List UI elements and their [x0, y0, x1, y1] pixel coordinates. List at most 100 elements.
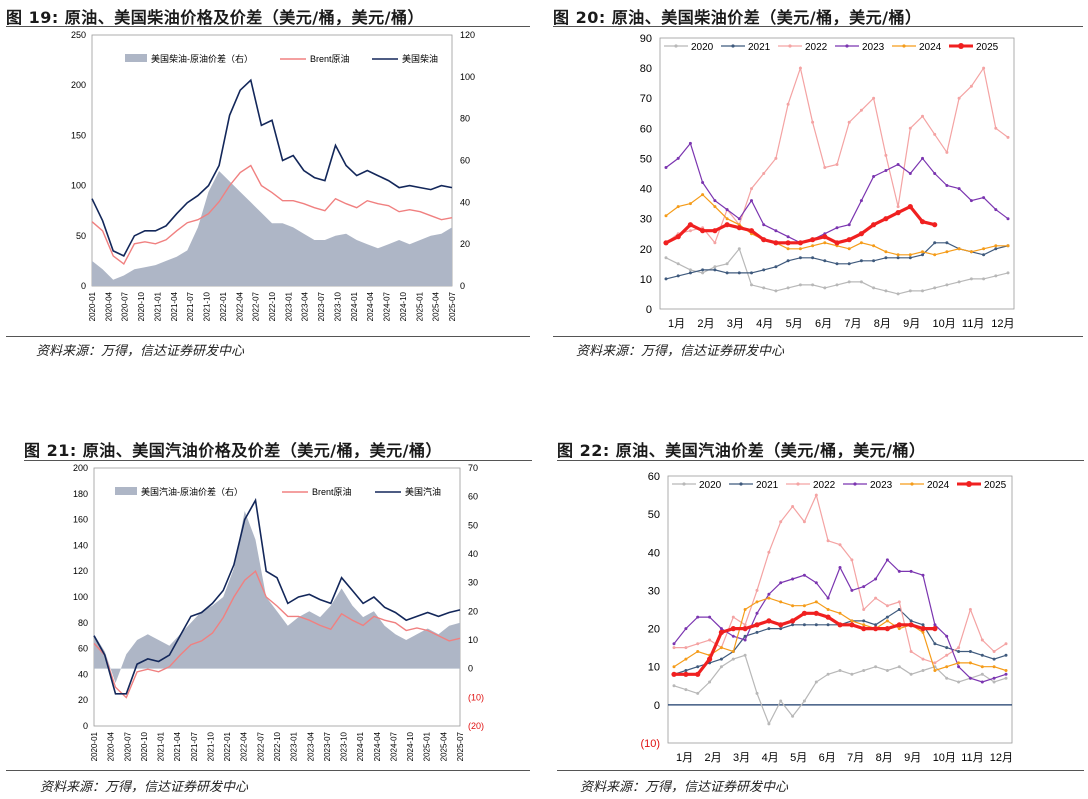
data-point-2024	[862, 623, 866, 627]
data-point-2021	[676, 274, 680, 278]
data-point-2022	[982, 66, 986, 70]
y2-tick-label: 100	[460, 72, 475, 82]
data-point-2020	[897, 665, 901, 669]
x-tick-label: 6月	[815, 318, 832, 330]
x-tick-label: 2020-04	[104, 291, 113, 321]
y2-tick-label: 20	[460, 239, 470, 249]
data-point-2021	[862, 619, 866, 623]
data-point-2021	[908, 256, 912, 260]
data-point-2021	[814, 623, 818, 627]
y-tick-label: 30	[640, 214, 652, 226]
plot-frame	[93, 467, 461, 727]
data-point-2025	[700, 228, 706, 234]
legend-label: 2023	[862, 42, 885, 53]
data-point-2022	[885, 604, 889, 608]
data-point-2020	[982, 277, 986, 281]
y-tick-label: 100	[71, 181, 86, 191]
data-point-2024	[847, 247, 851, 251]
y-tick-label: 100	[73, 592, 88, 602]
x-tick-label: 2022-10	[273, 731, 282, 761]
x-tick-label: 3月	[727, 318, 744, 330]
data-point-2025	[778, 622, 784, 628]
data-point-2021	[980, 653, 984, 657]
data-point-2022	[774, 156, 778, 160]
data-point-2024	[684, 657, 688, 661]
data-point-2021	[688, 271, 692, 275]
x-tick-label: 2023-07	[317, 291, 326, 321]
data-point-2024	[933, 253, 937, 257]
data-point-2020	[835, 283, 839, 287]
data-point-2023	[847, 223, 851, 227]
data-point-2024	[814, 600, 818, 604]
x-tick-label: 9月	[904, 752, 921, 764]
data-point-2024	[982, 247, 986, 251]
data-point-2021	[802, 623, 806, 627]
data-point-2022	[750, 187, 753, 191]
x-tick-label: 2022-01	[223, 731, 232, 761]
data-point-2023	[750, 199, 753, 203]
data-point-2020	[908, 289, 912, 293]
data-point-2024	[798, 247, 802, 251]
legend-marker	[682, 482, 686, 486]
legend-label: 美国汽油	[405, 486, 441, 497]
x-tick-label: 5月	[786, 318, 803, 330]
x-tick-label: 5月	[790, 752, 807, 764]
data-point-2025	[742, 626, 748, 632]
data-point-2021	[737, 271, 741, 275]
data-point-2023	[1006, 217, 1010, 221]
data-point-2021	[992, 657, 996, 661]
y2-tick-label: 80	[460, 114, 470, 124]
data-point-2024	[994, 244, 998, 248]
chart-title-fig19: 图 19: 原油、美国柴油价格及价差（美元/桶，美元/桶）	[6, 8, 424, 27]
chart-fig21: 0 20 40 60 80 100 120 140 160 180 200 (20) (10) 0 10 20…	[73, 463, 484, 761]
data-point-2020	[798, 283, 802, 287]
data-point-2020	[957, 680, 961, 684]
data-point-2023	[933, 623, 937, 627]
data-point-2023	[786, 235, 790, 239]
data-point-2025	[858, 231, 864, 237]
data-point-2020	[696, 691, 700, 695]
data-point-2020	[708, 680, 712, 684]
data-point-2021	[847, 262, 851, 266]
data-point-2020	[826, 672, 830, 676]
data-point-2024	[897, 627, 901, 631]
data-point-2023	[994, 208, 998, 212]
y-tick-label: 150	[71, 130, 86, 140]
product-line	[91, 78, 453, 257]
y-tick-label: 80	[78, 618, 88, 628]
data-point-2022	[823, 166, 827, 169]
y2-tick-label: 0	[460, 281, 465, 291]
x-tick-label: 2020-10	[140, 731, 149, 761]
data-point-2024	[791, 604, 795, 608]
data-point-2022	[762, 172, 766, 175]
data-point-2025	[797, 240, 803, 246]
y-tick-label: 180	[73, 489, 88, 499]
y2-tick-label: 40	[468, 549, 478, 559]
x-tick-label: 2025-07	[448, 291, 457, 321]
data-point-2021	[750, 271, 753, 275]
data-point-2021	[897, 608, 901, 611]
y-tick-label: 40	[78, 669, 88, 679]
data-point-2021	[701, 268, 705, 272]
x-tick-label: 2024-04	[373, 731, 382, 761]
data-point-2023	[743, 638, 747, 642]
data-point-2023	[992, 676, 996, 680]
data-point-2020	[909, 672, 913, 676]
data-point-2024	[957, 661, 961, 665]
data-point-2020	[945, 283, 949, 287]
data-point-2024	[688, 202, 692, 206]
data-point-2020	[684, 688, 688, 692]
x-tick-label: 12月	[991, 318, 1014, 330]
y-tick-label: 200	[73, 463, 88, 473]
data-point-2025	[754, 622, 760, 628]
data-point-2021	[933, 241, 937, 245]
data-point-2025	[813, 610, 819, 616]
data-point-2021	[921, 253, 924, 257]
y2-tick-label: 120	[460, 30, 475, 40]
data-point-2021	[786, 259, 790, 263]
data-point-2023	[708, 615, 712, 619]
data-point-2023	[1004, 672, 1008, 676]
y-tick-label: 20	[640, 244, 652, 256]
data-point-2024	[885, 619, 889, 623]
data-point-2025	[873, 626, 879, 632]
